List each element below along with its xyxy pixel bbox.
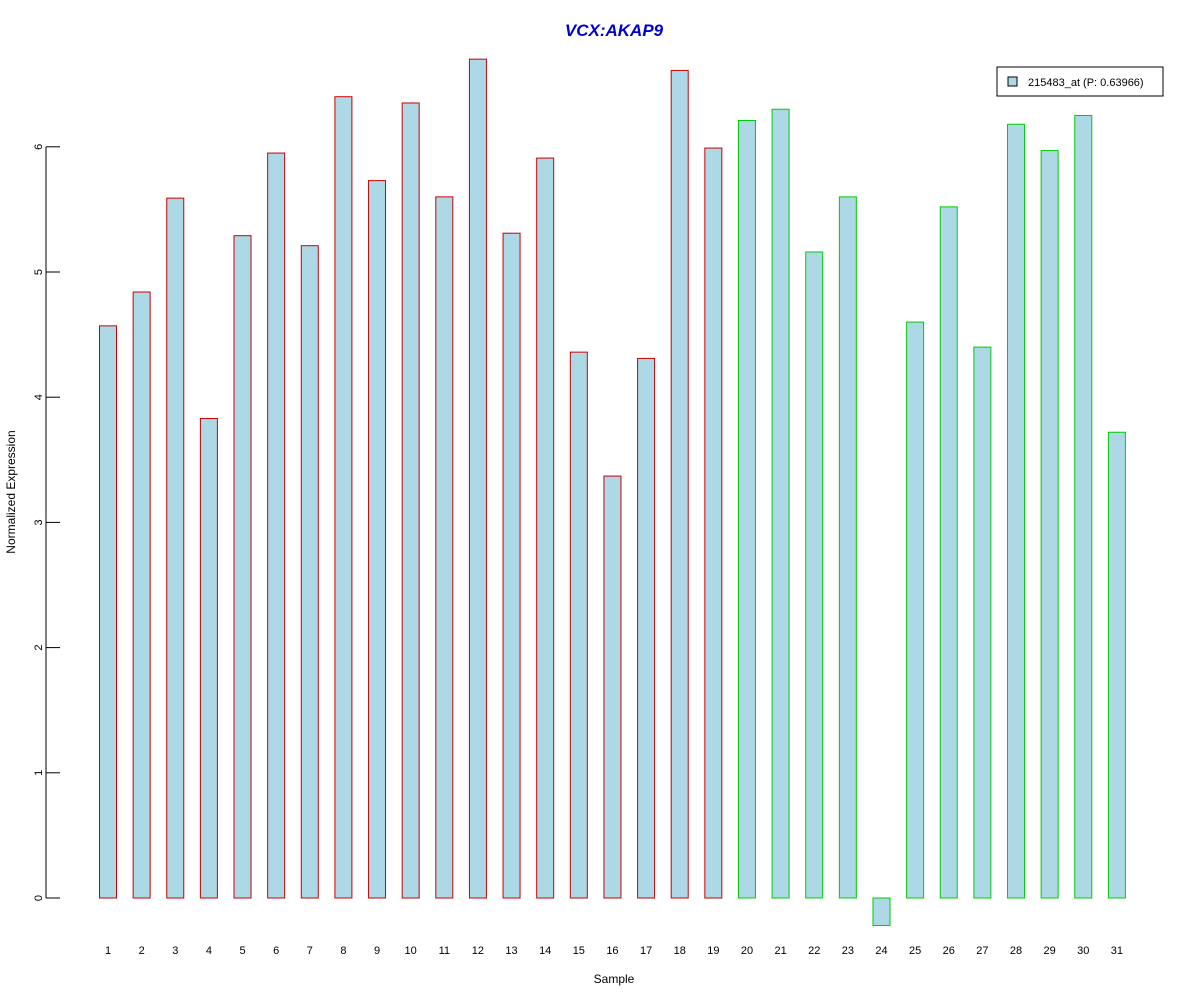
x-tick-label: 22	[808, 945, 820, 957]
x-tick-label: 20	[741, 945, 753, 957]
x-tick-label: 12	[472, 945, 484, 957]
x-tick-label: 27	[976, 945, 988, 957]
bar-sample-10	[401, 102, 420, 899]
x-tick-label: 2	[139, 945, 145, 957]
y-axis-label: Normalized Expression	[4, 430, 18, 553]
x-tick-label: 25	[909, 945, 921, 957]
bar-sample-6	[267, 152, 286, 899]
bar-sample-15	[569, 351, 588, 899]
bar-sample-19	[704, 147, 723, 899]
x-tick-label: 8	[340, 945, 346, 957]
x-tick-label: 17	[640, 945, 652, 957]
bar-sample-28	[1007, 123, 1026, 899]
bar-sample-31	[1107, 431, 1126, 899]
y-tick-label: 6	[33, 144, 45, 150]
x-tick-label: 16	[606, 945, 618, 957]
legend-box	[996, 66, 1164, 97]
x-tick-label: 4	[206, 945, 212, 957]
y-tick-label: 4	[33, 394, 45, 400]
x-tick-label: 3	[172, 945, 178, 957]
x-tick-label: 10	[405, 945, 417, 957]
bar-sample-25	[906, 321, 925, 899]
bar-sample-16	[603, 475, 622, 899]
x-tick-label: 21	[774, 945, 786, 957]
bars	[99, 58, 1126, 927]
x-tick-label: 15	[573, 945, 585, 957]
x-tick-label: 6	[273, 945, 279, 957]
x-tick-label: 11	[439, 945, 450, 957]
bar-sample-9	[368, 180, 387, 899]
bar-sample-17	[637, 357, 656, 899]
bar-sample-1	[99, 325, 117, 899]
x-tick-label: 24	[875, 945, 887, 957]
x-tick-label: 7	[307, 945, 313, 957]
bar-sample-20	[737, 120, 756, 899]
chart-title: VCX:AKAP9	[565, 21, 664, 40]
x-tick-label: 9	[374, 945, 380, 957]
x-tick-label: 26	[943, 945, 955, 957]
bar-sample-18	[670, 69, 689, 899]
x-tick-label: 19	[707, 945, 719, 957]
x-tick-label: 30	[1077, 945, 1089, 957]
bar-sample-29	[1040, 150, 1059, 899]
x-tick-label: 14	[539, 945, 551, 957]
bar-sample-30	[1074, 115, 1093, 899]
x-tick-label: 29	[1044, 945, 1056, 957]
bar-sample-24	[872, 897, 891, 927]
x-tick-label: 23	[842, 945, 854, 957]
bar-sample-21	[771, 108, 790, 899]
x-tick-label: 13	[505, 945, 517, 957]
legend: 215483_at (P: 0.63966)	[996, 66, 1164, 97]
bar-sample-11	[435, 196, 454, 899]
x-tick-label: 5	[239, 945, 245, 957]
bar-sample-27	[973, 346, 992, 899]
bar-sample-14	[536, 157, 555, 899]
bar-sample-13	[502, 232, 521, 899]
bar-sample-26	[939, 206, 958, 899]
y-tick-label: 1	[33, 770, 45, 776]
x-tick-labels: 1 2 3 4 5 6 7 8 9 10 11 12 13 14 15 16 17 18 19 20 21 22 23 24 2…	[105, 945, 1123, 957]
bar-sample-22	[805, 251, 824, 899]
legend-swatch	[1007, 76, 1018, 87]
bar-sample-2	[132, 291, 151, 899]
bar-sample-12	[468, 58, 487, 899]
x-tick-label: 31	[1111, 945, 1123, 957]
bar-sample-5	[233, 235, 252, 899]
x-tick-label: 18	[674, 945, 686, 957]
bar-sample-7	[300, 245, 319, 899]
y-tick-label: 5	[33, 269, 45, 275]
y-tick-label: 3	[33, 519, 45, 525]
legend-entry: 215483_at (P: 0.63966)	[1028, 77, 1144, 89]
y-tick-label: 0	[33, 895, 45, 901]
x-tick-label: 28	[1010, 945, 1022, 957]
bar-sample-23	[838, 196, 857, 899]
bar-sample-8	[334, 96, 353, 899]
bar-sample-4	[199, 417, 218, 899]
x-axis-label: Sample	[594, 972, 635, 986]
bar-sample-3	[166, 197, 185, 899]
x-tick-label: 1	[105, 945, 111, 957]
y-axis: 0 1 2 3 4 5 6	[33, 144, 60, 901]
y-tick-label: 2	[33, 645, 45, 651]
